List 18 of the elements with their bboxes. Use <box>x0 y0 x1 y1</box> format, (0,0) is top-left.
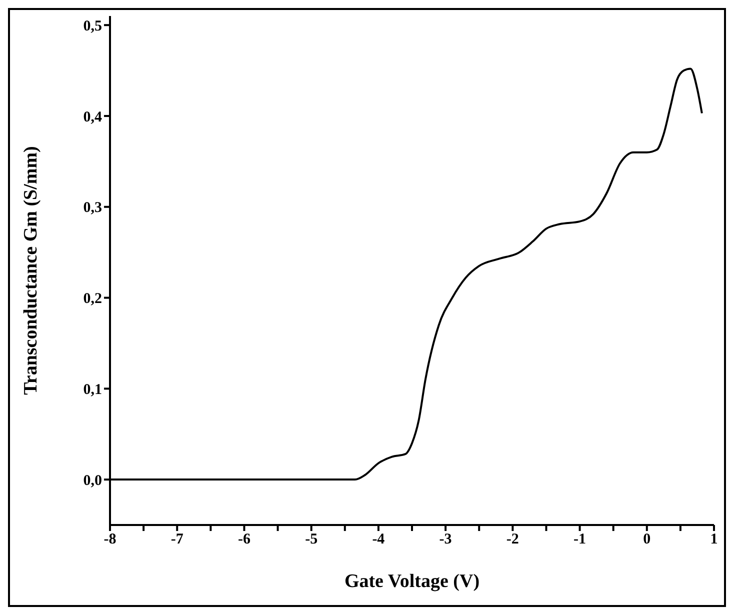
y-tick-label: 0,5 <box>83 18 102 34</box>
x-tick-label: -2 <box>506 532 519 548</box>
x-tick-label: -7 <box>170 532 184 548</box>
x-tick-label: -8 <box>104 532 116 548</box>
y-axis-title: Transconductance Gm (S/mm) <box>20 146 42 395</box>
y-tick-label: 0,1 <box>83 382 102 398</box>
x-tick-label: 0 <box>643 532 651 548</box>
x-tick-label: -5 <box>305 532 318 548</box>
x-tick-label: -3 <box>439 532 452 548</box>
y-tick-label: 0,3 <box>83 200 102 216</box>
y-tick-label: 0,0 <box>83 472 102 489</box>
y-tick-label: 0,2 <box>83 291 102 308</box>
x-tick-label: -1 <box>574 532 586 548</box>
x-axis-title: Gate Voltage (V) <box>344 571 480 592</box>
x-tick-label: -4 <box>372 532 386 548</box>
x-tick-label: 1 <box>710 532 718 548</box>
y-tick-label: 0,4 <box>83 109 102 126</box>
x-tick-label: -6 <box>238 532 251 548</box>
